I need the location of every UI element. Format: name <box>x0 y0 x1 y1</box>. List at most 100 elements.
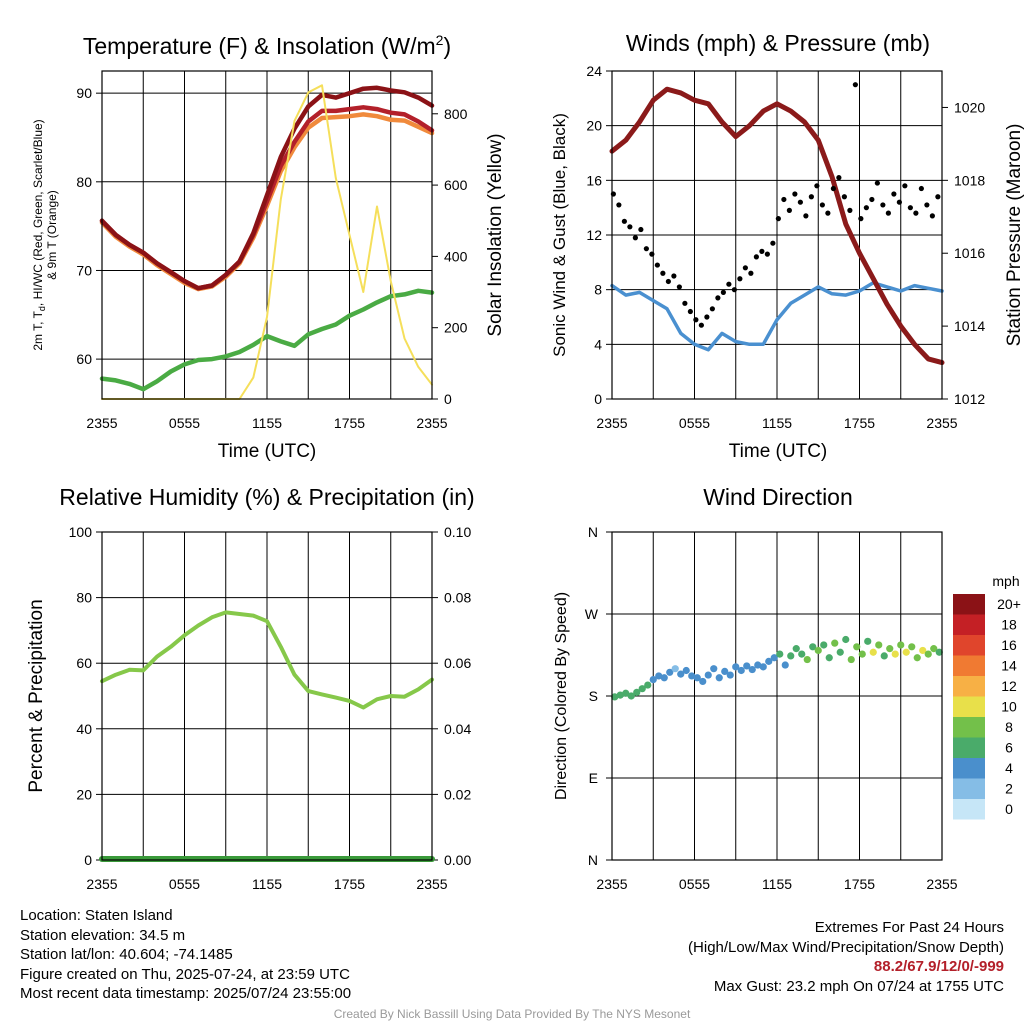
wdir-point <box>748 665 756 674</box>
winds-gust-point <box>770 240 776 246</box>
wdir-point <box>847 655 855 664</box>
rh-ytick-label-right: 0.06 <box>444 655 471 671</box>
wdir-point <box>781 661 789 669</box>
wdir-point <box>803 655 811 664</box>
legend-label: 10 <box>1001 699 1017 715</box>
winds-gust-point <box>808 194 814 200</box>
winds-gust-point <box>902 183 908 189</box>
rh-ytick-label: 60 <box>76 655 92 671</box>
wdir-ytick-label: S <box>589 688 598 704</box>
legend-label: 12 <box>1001 678 1017 694</box>
wdir-point <box>671 665 679 673</box>
station-latlon: Station lat/lon: 40.604; -74.1485 <box>20 946 233 963</box>
winds-gust-point <box>709 306 715 312</box>
winds-ytick-label: 20 <box>586 118 602 134</box>
winds-gust-point <box>885 210 891 216</box>
wdir-point <box>919 646 927 655</box>
temp-ytick-label: 90 <box>76 85 92 101</box>
winds-xtick-label: 2355 <box>596 415 627 431</box>
legend-swatch <box>953 676 985 697</box>
temp-ytick-label-right: 800 <box>444 106 468 122</box>
winds-gust-point <box>792 191 798 197</box>
legend-label: 14 <box>1001 658 1017 674</box>
rh-xtick-label: 0555 <box>169 876 200 892</box>
wdir-point <box>633 688 641 696</box>
winds-gust-point <box>627 224 633 230</box>
temp-series-td <box>99 288 435 392</box>
winds-gust-point <box>676 284 682 290</box>
winds-gust-point <box>698 322 704 328</box>
station-info: Location: Staten Island Station elevatio… <box>20 906 351 1004</box>
wdir-point <box>677 670 685 678</box>
rh-xtick-label: 2355 <box>416 876 447 892</box>
winds-gust-point <box>836 175 842 181</box>
temp-ytick-label-right: 200 <box>444 320 468 336</box>
wdir-point <box>902 648 910 656</box>
extremes-subtitle: (High/Low/Max Wind/Precipitation/Snow De… <box>688 938 1004 956</box>
temp-ylabel-left-2: & 9m T (Orange) <box>45 190 59 280</box>
temp-ytick-label-right: 600 <box>444 177 468 193</box>
winds-gust-point <box>654 262 660 268</box>
wdir-point <box>858 650 866 658</box>
wdir-point <box>682 666 690 675</box>
legend-label: 20+ <box>997 596 1021 612</box>
legend-swatch <box>953 635 985 656</box>
wdir-point <box>908 643 916 651</box>
winds-plot: 2355 0555 1155 1755 2355 0 4 8 12 16 20 24 1012 1014 1… <box>586 63 985 431</box>
temp-ytick-label: 60 <box>76 351 92 367</box>
temp-ytick-label: 80 <box>76 174 92 190</box>
winds-ytick-label: 8 <box>594 282 602 298</box>
wdir-point <box>743 662 751 670</box>
winds-gust-point <box>918 185 924 192</box>
wdir-point <box>759 663 767 671</box>
winds-gust-point <box>863 205 869 211</box>
wdir-xtick-label: 1155 <box>762 876 792 892</box>
wdir-plot-border <box>611 531 943 861</box>
wdir-point <box>897 641 905 649</box>
temp-ylabel-right: Solar Insolation (Yellow) <box>485 133 506 336</box>
temp-ylabel-left-1: 2m T, Td, HI/WC (Red, Green, Scarlet/Blu… <box>31 119 47 350</box>
legend-swatch <box>953 758 985 779</box>
wdir-point <box>765 657 773 665</box>
wdir-point <box>770 654 778 662</box>
winds-gust-point <box>924 202 930 208</box>
winds-gust-point <box>720 289 726 295</box>
winds-ytick-label-right: 1018 <box>954 172 985 188</box>
winds-xtick-label: 1155 <box>762 415 792 431</box>
credit-line: Created By Nick Bassill Using Data Provi… <box>333 1007 691 1021</box>
rh-ytick-label-right: 0.00 <box>444 852 471 868</box>
winds-gust-point <box>693 317 699 323</box>
rh-ytick-label-right: 0.04 <box>444 721 471 737</box>
winds-ytick-label-right: 1014 <box>954 318 985 334</box>
winds-gust-point <box>907 205 913 211</box>
legend-label: 4 <box>1005 760 1013 776</box>
wdir-point <box>886 645 894 653</box>
winds-ylabel-left: Sonic Wind & Gust (Blue, Black) <box>550 113 569 357</box>
wdir-point <box>666 668 674 676</box>
winds-gust-point <box>731 287 737 293</box>
winds-gust-point <box>737 276 743 282</box>
winds-xtick-label: 1755 <box>844 415 875 431</box>
winds-gust-point <box>759 248 765 254</box>
winds-gust-point <box>874 180 880 186</box>
wdir-point <box>869 648 877 656</box>
winds-gust-point <box>660 270 666 276</box>
temp-ytick-label: 70 <box>76 262 92 278</box>
wdir-point <box>721 667 729 676</box>
rh-ytick-label: 80 <box>76 590 92 606</box>
winds-ytick-label: 16 <box>586 172 602 188</box>
wdir-ytick-label: N <box>588 852 598 868</box>
wdir-point <box>809 643 817 651</box>
winds-panel-title: Winds (mph) & Pressure (mb) <box>626 30 930 56</box>
winds-gust-point <box>797 199 803 205</box>
wdir-point <box>737 666 745 675</box>
wdir-ytick-label: E <box>589 770 598 786</box>
wdir-point <box>930 645 938 653</box>
wdir-ytick-label: N <box>588 524 598 540</box>
rh-ytick-label-right: 0.08 <box>444 590 471 606</box>
winds-gust-point <box>649 251 655 257</box>
winds-gust-point <box>786 207 792 213</box>
winds-ytick-label: 0 <box>594 391 602 407</box>
wdir-panel-title: Wind Direction <box>703 484 853 510</box>
rh-panel-title: Relative Humidity (%) & Precipitation (i… <box>59 484 474 510</box>
